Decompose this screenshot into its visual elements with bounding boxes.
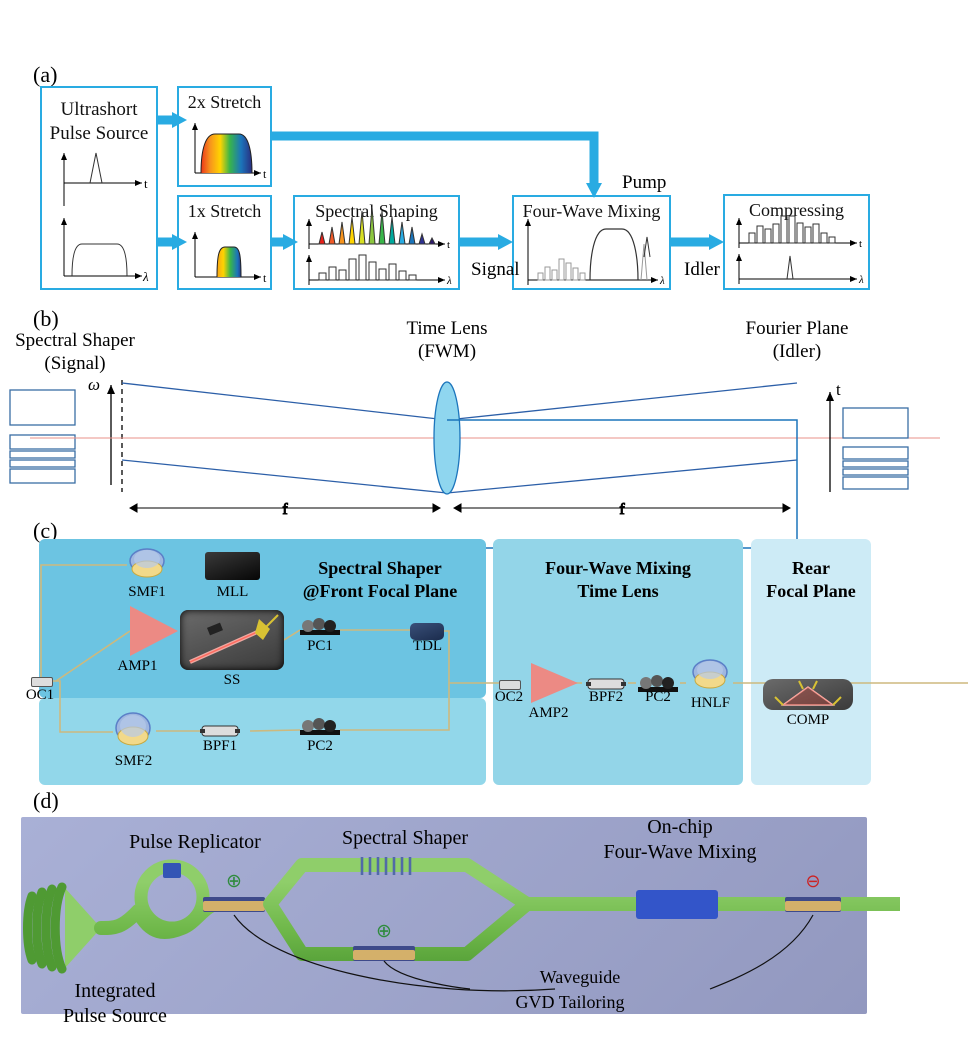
svg-text:(Idler): (Idler)	[773, 341, 822, 362]
svg-text:⊖: ⊖	[805, 871, 820, 891]
svg-text:Pump: Pump	[622, 172, 666, 193]
svg-text:⊕: ⊕	[376, 921, 392, 942]
svg-text:ω: ω	[88, 375, 100, 394]
svg-text:(FWM): (FWM)	[418, 341, 476, 362]
svg-text:⊕: ⊕	[226, 871, 242, 892]
svg-text:f: f	[282, 501, 288, 518]
svg-text:Signal: Signal	[471, 259, 520, 280]
svg-text:t: t	[836, 380, 841, 399]
svg-text:Idler: Idler	[684, 259, 721, 280]
svg-text:(Signal): (Signal)	[44, 353, 105, 374]
svg-text:Spectral Shaper: Spectral Shaper	[15, 330, 135, 351]
svg-text:Fourier Plane: Fourier Plane	[746, 318, 849, 339]
svg-text:Time Lens: Time Lens	[406, 318, 487, 339]
svg-text:f: f	[619, 501, 625, 518]
